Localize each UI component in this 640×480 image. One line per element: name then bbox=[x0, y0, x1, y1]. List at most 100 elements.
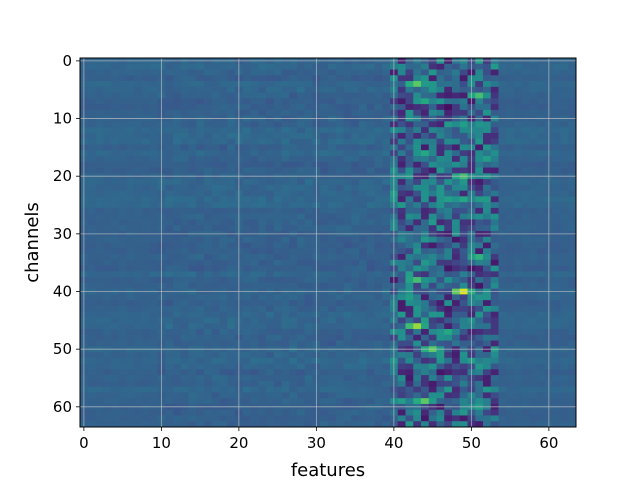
heatmap-cell bbox=[149, 323, 158, 330]
heatmap-cell bbox=[266, 254, 275, 261]
heatmap-cell bbox=[475, 121, 484, 128]
heatmap-cell bbox=[95, 213, 104, 220]
heatmap-cell bbox=[421, 156, 430, 163]
heatmap-cell bbox=[250, 421, 259, 428]
heatmap-cell bbox=[304, 277, 313, 284]
heatmap-cell bbox=[343, 259, 352, 266]
heatmap-cell bbox=[320, 277, 329, 284]
heatmap-cell bbox=[537, 109, 546, 117]
heatmap-cell bbox=[328, 202, 337, 209]
heatmap-cell bbox=[444, 363, 453, 370]
heatmap-cell bbox=[444, 334, 453, 341]
heatmap-cell bbox=[118, 323, 127, 330]
heatmap-cell bbox=[227, 104, 236, 111]
heatmap-cell bbox=[552, 190, 561, 197]
heatmap-cell bbox=[281, 104, 290, 111]
heatmap-cell bbox=[95, 196, 104, 203]
heatmap-cell bbox=[459, 75, 468, 82]
heatmap-cell bbox=[180, 265, 189, 272]
heatmap-cell bbox=[320, 127, 329, 134]
heatmap-cell bbox=[134, 236, 143, 243]
plot-frame bbox=[79, 57, 577, 428]
heatmap-cell bbox=[87, 202, 96, 209]
heatmap-cell bbox=[134, 340, 143, 347]
heatmap-cell bbox=[366, 421, 375, 428]
heatmap-cell bbox=[405, 75, 414, 82]
heatmap-cell bbox=[328, 254, 337, 261]
heatmap-cell bbox=[87, 375, 96, 382]
heatmap-cell bbox=[475, 352, 484, 359]
heatmap-cell bbox=[196, 386, 205, 393]
heatmap-cell bbox=[111, 328, 120, 336]
heatmap-cell bbox=[436, 156, 445, 163]
heatmap-cell bbox=[297, 380, 306, 388]
heatmap-cell bbox=[335, 323, 344, 330]
heatmap-cell bbox=[405, 104, 414, 111]
heatmap-cell bbox=[258, 294, 267, 301]
heatmap-cell bbox=[382, 311, 391, 318]
heatmap-cell bbox=[196, 81, 205, 88]
heatmap-cell bbox=[498, 300, 507, 307]
heatmap-cell bbox=[149, 144, 158, 151]
heatmap-cell bbox=[328, 294, 337, 301]
heatmap-cell bbox=[134, 167, 143, 174]
heatmap-cell bbox=[242, 421, 251, 428]
heatmap-cell bbox=[118, 352, 127, 359]
heatmap-cell bbox=[452, 363, 461, 370]
heatmap-cell bbox=[273, 132, 282, 140]
heatmap-cell bbox=[196, 69, 205, 76]
heatmap-cell bbox=[180, 300, 189, 307]
heatmap-cell bbox=[242, 340, 251, 347]
heatmap-cell bbox=[281, 248, 290, 255]
heatmap-cell bbox=[242, 271, 251, 278]
heatmap-cell bbox=[506, 277, 515, 284]
heatmap-cell bbox=[118, 109, 127, 117]
heatmap-cell bbox=[196, 363, 205, 370]
heatmap-cell bbox=[211, 104, 220, 111]
heatmap-cell bbox=[204, 207, 213, 215]
heatmap-cell bbox=[297, 219, 306, 226]
heatmap-cell bbox=[180, 150, 189, 157]
heatmap-cell bbox=[250, 86, 259, 93]
heatmap-cell bbox=[436, 69, 445, 76]
heatmap-cell bbox=[281, 392, 290, 399]
heatmap-cell bbox=[87, 363, 96, 370]
heatmap-cell bbox=[281, 121, 290, 128]
heatmap-cell bbox=[242, 357, 251, 364]
heatmap-cell bbox=[87, 317, 96, 324]
heatmap-cell bbox=[552, 121, 561, 128]
heatmap-cell bbox=[258, 323, 267, 330]
heatmap-cell bbox=[273, 317, 282, 324]
heatmap-cell bbox=[266, 334, 275, 341]
heatmap-cell bbox=[552, 150, 561, 157]
heatmap-cell bbox=[297, 179, 306, 186]
heatmap-cell bbox=[405, 161, 414, 168]
heatmap-cell bbox=[490, 69, 499, 76]
heatmap-cell bbox=[95, 254, 104, 261]
heatmap-cell bbox=[219, 294, 228, 301]
heatmap-cell bbox=[537, 334, 546, 341]
heatmap-cell bbox=[250, 254, 259, 261]
heatmap-cell bbox=[165, 63, 174, 70]
heatmap-cell bbox=[498, 334, 507, 341]
heatmap-cell bbox=[506, 311, 515, 318]
heatmap-cell bbox=[219, 259, 228, 266]
heatmap-cell bbox=[173, 236, 182, 243]
heatmap-cell bbox=[258, 311, 267, 318]
heatmap-cell bbox=[134, 398, 143, 405]
heatmap-cell bbox=[165, 363, 174, 370]
heatmap-cell bbox=[219, 63, 228, 70]
heatmap-cell bbox=[87, 323, 96, 330]
heatmap-cell bbox=[95, 150, 104, 157]
heatmap-cell bbox=[568, 92, 577, 99]
heatmap-cell bbox=[328, 75, 337, 82]
y-tick-label: 30 bbox=[53, 225, 72, 243]
heatmap-cell bbox=[382, 259, 391, 266]
heatmap-cell bbox=[149, 161, 158, 168]
heatmap-cell bbox=[149, 363, 158, 370]
heatmap-cell bbox=[227, 375, 236, 382]
heatmap-cell bbox=[428, 236, 437, 243]
heatmap-cell bbox=[351, 415, 360, 422]
heatmap-cell bbox=[281, 219, 290, 226]
heatmap-cell bbox=[483, 202, 492, 209]
